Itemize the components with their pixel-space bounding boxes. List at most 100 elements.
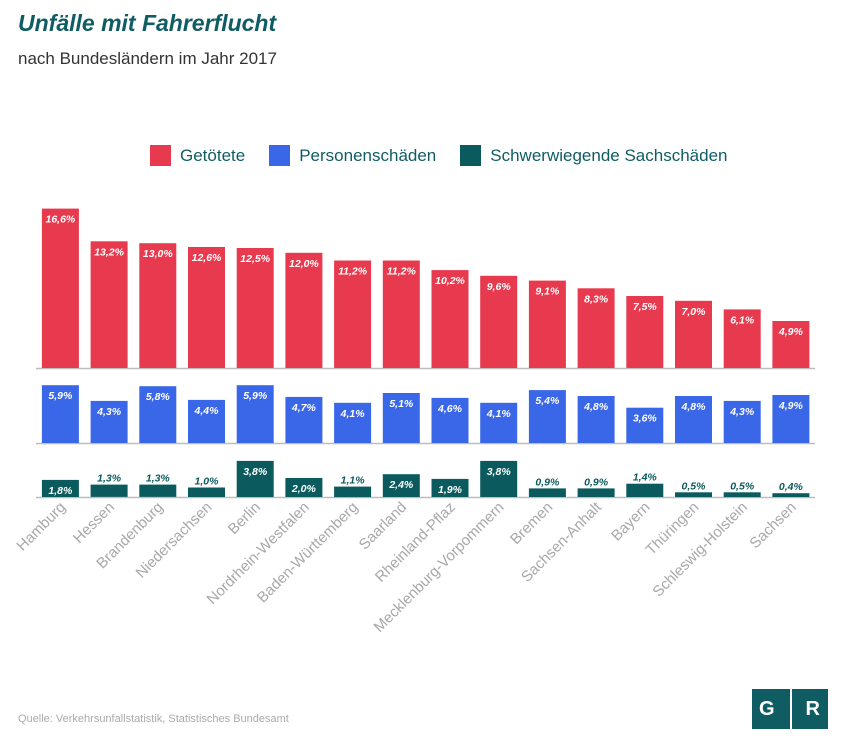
bar-s2-5 <box>285 478 323 497</box>
data-label-s1-8: 4,6% <box>437 403 463 415</box>
data-label-s1-11: 4,8% <box>583 401 609 413</box>
logo-letter-r: R <box>805 697 821 720</box>
data-label-s1-7: 5,1% <box>389 398 414 410</box>
bar-s0-6 <box>334 260 372 368</box>
category-label-1: Hessen <box>70 499 118 547</box>
bar-chart: 16,6% 13,2% 13,0% 12,6% 12,5% 12,0% 11,2% 11,2%… <box>13 208 815 636</box>
data-label-s1-14: 4,3% <box>729 406 755 418</box>
data-label-s2-0: 1,8% <box>48 485 73 497</box>
bar-s1-2 <box>139 386 177 443</box>
data-label-s1-3: 4,4% <box>194 405 220 417</box>
bar-s1-15 <box>772 395 810 443</box>
bar-s0-7 <box>382 260 420 368</box>
data-label-s2-9: 3,8% <box>487 466 512 478</box>
data-label-s0-12: 7,5% <box>633 301 658 313</box>
bar-s0-9 <box>480 275 518 368</box>
bar-s0-12 <box>626 296 664 368</box>
data-label-s1-13: 4,8% <box>681 401 707 413</box>
data-label-s0-6: 11,2% <box>338 266 368 278</box>
legend-label-getoetete: Getötete <box>180 145 246 165</box>
bar-s2-11 <box>577 488 615 497</box>
data-label-s0-3: 12,6% <box>192 252 222 264</box>
data-label-s2-5: 2,0% <box>291 483 317 495</box>
bar-s2-7 <box>382 474 420 497</box>
legend-swatch-personenschaeden <box>269 145 291 166</box>
data-label-s1-5: 4,7% <box>291 402 317 414</box>
legend: Getötete Personenschäden Schwerwiegende … <box>150 145 751 166</box>
legend-label-sachschaeden: Schwerwiegende Sachschäden <box>490 145 728 165</box>
data-label-s2-6: 1,1% <box>341 475 366 487</box>
data-label-s2-15: 0,4% <box>779 481 804 493</box>
data-label-s2-4: 3,8% <box>243 466 268 478</box>
bar-s1-14 <box>723 400 761 443</box>
bar-s1-12 <box>626 407 664 443</box>
data-label-s0-9: 9,6% <box>487 281 512 293</box>
bar-s2-3 <box>188 487 225 497</box>
chart-subtitle: nach Bundesländern im Jahr 2017 <box>18 49 277 68</box>
category-label-0: Hamburg <box>13 499 69 555</box>
source-note: Quelle: Verkehrsunfallstatistik, Statist… <box>18 713 289 725</box>
data-label-s1-4: 5,9% <box>243 390 268 402</box>
data-label-s1-9: 4,1% <box>486 408 512 420</box>
bar-s2-9 <box>480 460 518 497</box>
bar-s1-1 <box>90 400 128 443</box>
data-label-s2-14: 0,5% <box>730 480 755 492</box>
bar-s1-5 <box>285 396 323 443</box>
legend-swatch-sachschaeden <box>460 145 482 166</box>
data-label-s2-11: 0,9% <box>584 476 609 488</box>
data-label-s2-8: 1,9% <box>438 484 463 496</box>
data-label-s1-15: 4,9% <box>778 400 804 412</box>
data-label-s2-1: 1,3% <box>97 473 122 485</box>
data-label-s0-11: 8,3% <box>584 293 609 305</box>
category-label-15: Sachsen <box>746 499 799 552</box>
data-label-s0-5: 12,0% <box>289 258 319 270</box>
bar-s2-8 <box>431 478 469 497</box>
gr-logo: G R <box>752 689 828 729</box>
legend-item-getoetete: Getötete <box>150 145 245 166</box>
data-label-s2-2: 1,3% <box>146 473 171 485</box>
category-label-10: Bremen <box>507 499 556 548</box>
data-label-s1-2: 5,8% <box>146 391 171 403</box>
category-label-14: Schleswig-Holstein <box>649 499 751 601</box>
bar-s0-2 <box>139 243 177 368</box>
data-label-s0-0: 16,6% <box>46 214 76 226</box>
bar-s1-0 <box>41 385 79 443</box>
data-label-s2-13: 0,5% <box>682 480 707 492</box>
bar-s2-14 <box>723 492 761 498</box>
bar-s0-4 <box>236 248 274 368</box>
bar-s1-6 <box>334 402 372 443</box>
data-label-s1-1: 4,3% <box>96 406 122 418</box>
legend-item-sachschaeden: Schwerwiegende Sachschäden <box>460 145 727 166</box>
logo-separator <box>789 689 792 729</box>
bar-s1-8 <box>431 397 469 443</box>
bar-s1-9 <box>480 402 518 443</box>
bar-s0-0 <box>41 208 79 368</box>
bar-s1-13 <box>675 396 712 443</box>
data-label-s2-3: 1,0% <box>195 476 220 488</box>
bar-s2-12 <box>626 483 664 497</box>
bar-s0-13 <box>675 300 712 368</box>
data-label-s1-0: 5,9% <box>48 390 73 402</box>
bar-s2-1 <box>90 484 128 497</box>
bar-s2-13 <box>675 492 712 498</box>
bar-s2-0 <box>41 479 79 497</box>
bar-s0-1 <box>90 241 128 368</box>
bar-s1-7 <box>382 393 420 443</box>
bar-s1-3 <box>188 399 225 443</box>
data-label-s2-12: 1,4% <box>633 472 658 484</box>
bar-s2-10 <box>528 488 566 497</box>
bar-s0-11 <box>577 288 615 368</box>
data-label-s1-6: 4,1% <box>340 408 366 420</box>
legend-item-personenschaeden: Personenschäden <box>269 145 436 166</box>
bar-s0-5 <box>285 252 323 368</box>
data-label-s0-1: 13,2% <box>94 246 124 258</box>
data-label-s0-8: 10,2% <box>435 275 465 287</box>
data-label-s0-15: 4,9% <box>778 326 804 338</box>
bar-s0-3 <box>188 247 225 368</box>
data-label-s2-7: 2,4% <box>388 479 414 491</box>
bar-s2-4 <box>236 460 274 497</box>
bar-s0-15 <box>772 321 810 368</box>
bar-s1-10 <box>528 390 566 443</box>
category-label-12: Bayern <box>608 499 654 545</box>
logo-letter-g: G <box>758 697 776 720</box>
